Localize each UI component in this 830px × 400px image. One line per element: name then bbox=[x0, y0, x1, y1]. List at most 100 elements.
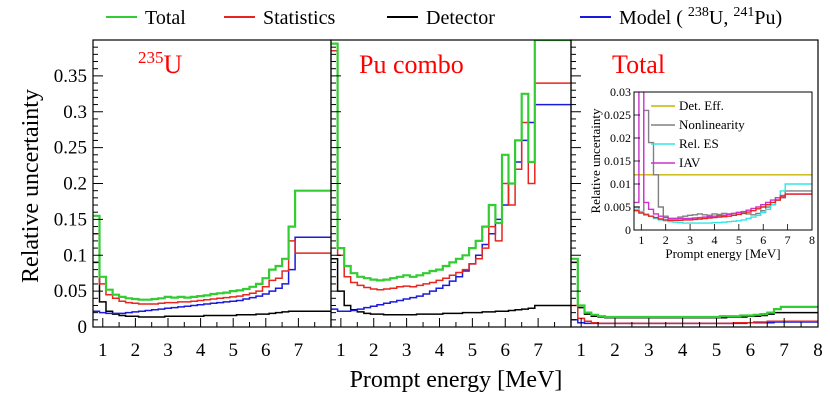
legend-label: Total bbox=[145, 7, 186, 29]
x-tick-label: 6 bbox=[500, 340, 510, 361]
inset-x-tick-label: 5 bbox=[736, 233, 742, 247]
inset-y-tick-label: 0.025 bbox=[604, 108, 631, 122]
inset-x-tick-label: 8 bbox=[809, 233, 815, 247]
axis-titles: Relative uncertainty Prompt energy [MeV] bbox=[18, 89, 562, 393]
inset-x-tick-label: 4 bbox=[711, 233, 717, 247]
x-tick-label: 5 bbox=[468, 340, 478, 361]
legend-label: Model ( 238U, 241Pu) bbox=[619, 5, 782, 29]
y-tick-label: 0.1 bbox=[63, 245, 87, 266]
legend-label: Detector bbox=[426, 7, 495, 29]
series-model bbox=[93, 236, 331, 315]
series-total bbox=[93, 189, 331, 301]
legend-item-model: Model ( 238U, 241Pu) bbox=[580, 5, 782, 29]
inset-x-axis-title: Prompt energy [MeV] bbox=[665, 246, 780, 261]
legend-sup-241: 241 bbox=[733, 5, 754, 20]
inset-legend-item: Nonlinearity bbox=[651, 117, 745, 132]
x-tick-label: 5 bbox=[712, 340, 722, 361]
panel-title-element: U bbox=[164, 50, 183, 79]
panel-title-superscript: 235 bbox=[138, 48, 164, 67]
series-statistics bbox=[571, 304, 818, 325]
legend-item-total: Total bbox=[106, 7, 186, 29]
x-tick-label: 1 bbox=[576, 340, 586, 361]
x-tick-label: 5 bbox=[228, 340, 238, 361]
inset-legend-item: Rel. ES bbox=[651, 136, 719, 151]
inset-y-tick-label: 0.005 bbox=[604, 200, 631, 214]
panel-frame bbox=[92, 39, 332, 328]
y-tick-label: 0.2 bbox=[63, 174, 87, 195]
inset-y-tick-label: 0.01 bbox=[610, 177, 631, 191]
inset-y-axis-title: Relative uncertainty bbox=[588, 108, 603, 214]
y-axis-title: Relative uncertainty bbox=[18, 89, 44, 283]
x-tick-label: 2 bbox=[131, 340, 141, 361]
x-tick-label: 3 bbox=[402, 340, 412, 361]
inset-x-tick-label: 7 bbox=[785, 233, 791, 247]
x-tick-label: 4 bbox=[196, 340, 206, 361]
legend-item-statistics: Statistics bbox=[224, 7, 335, 29]
inset-series bbox=[634, 92, 812, 224]
y-tick-label: 0.3 bbox=[63, 102, 87, 123]
x-tick-label: 1 bbox=[98, 340, 108, 361]
inset-x-tick-label: 6 bbox=[760, 233, 766, 247]
panel-title: Pu combo bbox=[359, 50, 464, 79]
inset-background bbox=[588, 86, 816, 266]
legend-u-label: U, bbox=[709, 7, 733, 29]
x-tick-label: 7 bbox=[294, 340, 304, 361]
y-tick-label: 0.15 bbox=[54, 209, 87, 230]
inset-legend-label: Rel. ES bbox=[679, 136, 719, 151]
inset-y-tick-label: 0.015 bbox=[604, 154, 631, 168]
inset-x-tick-label: 3 bbox=[687, 233, 693, 247]
y-tick-label: 0.35 bbox=[54, 66, 87, 87]
series-total bbox=[331, 40, 571, 282]
series-total bbox=[571, 257, 818, 319]
x-axis-title: Prompt energy [MeV] bbox=[350, 367, 563, 393]
legend-item-detector: Detector bbox=[387, 7, 495, 29]
panel-title: 235U bbox=[138, 48, 183, 79]
inset-x-tick-label: 2 bbox=[663, 233, 669, 247]
inset-y-tick-label: 0.03 bbox=[610, 85, 631, 99]
panel-2: 1 2 3 4 5 6 7 Pu combo bbox=[330, 39, 572, 361]
x-tick-label: 3 bbox=[163, 340, 173, 361]
x-tick-label: 3 bbox=[644, 340, 654, 361]
series-detector bbox=[331, 258, 571, 316]
inset-plot: 1 2 3 4 5 6 7 8 0 0.005 0.01 0.015 0.02 0.025 0.03 Prom… bbox=[588, 85, 816, 266]
inset-legend-label: Nonlinearity bbox=[679, 117, 745, 132]
x-tick-label: 6 bbox=[261, 340, 271, 361]
panel-series bbox=[93, 189, 331, 318]
series-statistics bbox=[331, 50, 571, 291]
legend-sup-238: 238 bbox=[688, 5, 709, 20]
inset-y-tick-label: 0.02 bbox=[610, 131, 631, 145]
legend-label: Statistics bbox=[263, 7, 335, 29]
inset-series-iav bbox=[634, 92, 812, 220]
panel-3: 1 2 3 4 5 6 7 8 Total bbox=[570, 39, 823, 361]
legend: Total Statistics Detector Model ( 238U, 241… bbox=[106, 5, 782, 29]
panel-series bbox=[571, 257, 818, 325]
y-tick-label: 0 bbox=[78, 317, 88, 338]
x-tick-label: 2 bbox=[369, 340, 379, 361]
y-tick-label: 0.25 bbox=[54, 138, 87, 159]
series-statistics bbox=[93, 232, 331, 305]
y-tick-label: 0.05 bbox=[54, 281, 87, 302]
inset-y-tick-label: 0 bbox=[625, 223, 631, 237]
x-tick-label: 7 bbox=[533, 340, 543, 361]
inset-x-tick-label: 1 bbox=[638, 233, 644, 247]
panel-title: Total bbox=[612, 50, 665, 79]
x-tick-label: 1 bbox=[336, 340, 346, 361]
series-detector bbox=[93, 261, 331, 318]
panel-1: 1 2 3 4 5 6 7 0 0.05 0.1 0.15 0.2 0.25 0.3 0.35 235U bbox=[54, 39, 332, 361]
inset-legend-label: Det. Eff. bbox=[679, 98, 724, 113]
x-tick-label: 7 bbox=[779, 340, 789, 361]
x-tick-label: 4 bbox=[678, 340, 688, 361]
x-tick-label: 4 bbox=[435, 340, 445, 361]
x-tick-label: 2 bbox=[610, 340, 620, 361]
x-tick-label: 6 bbox=[746, 340, 756, 361]
inset-legend-label: IAV bbox=[679, 155, 701, 170]
inset-legend-item: IAV bbox=[651, 155, 701, 170]
inset-series-statistics bbox=[634, 193, 812, 221]
panel-series bbox=[331, 40, 571, 316]
inset-legend-item: Det. Eff. bbox=[651, 98, 724, 113]
legend-pu-label: Pu) bbox=[754, 7, 782, 29]
x-tick-label: 8 bbox=[813, 340, 823, 361]
legend-paren-open: ( bbox=[671, 7, 688, 29]
